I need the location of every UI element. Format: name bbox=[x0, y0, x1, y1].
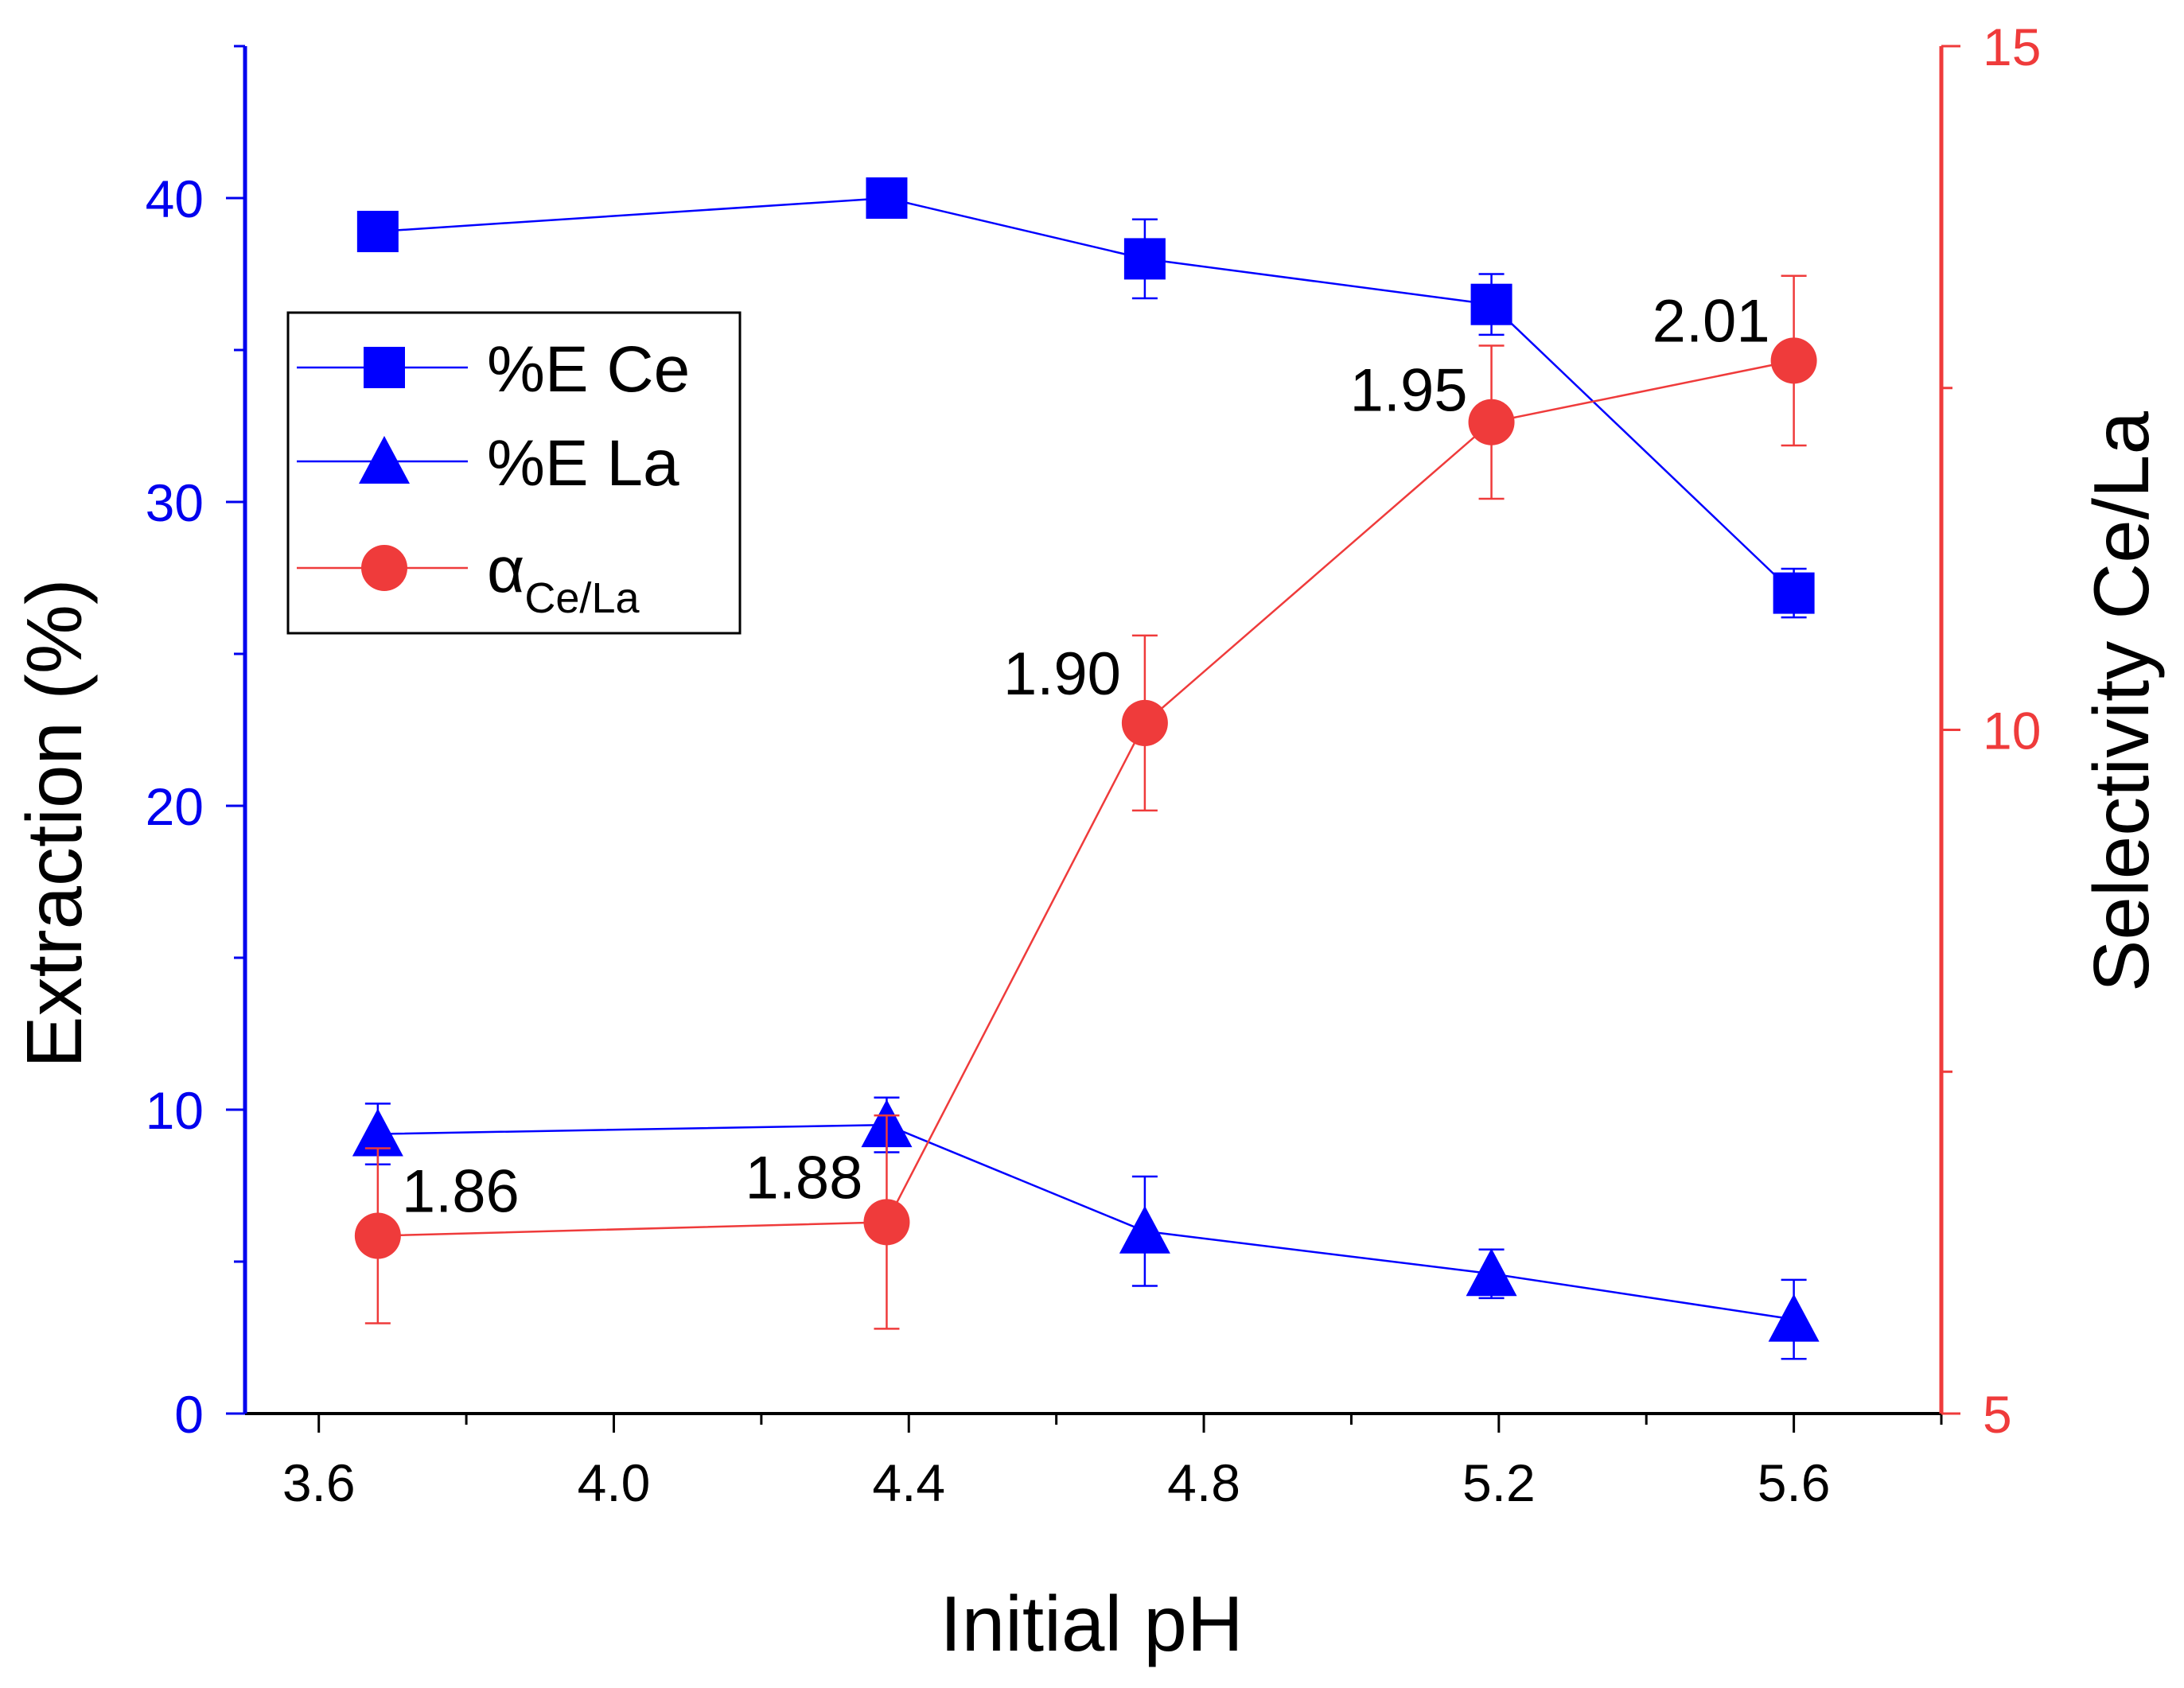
y-right-axis-title: Selectivity Ce/La bbox=[2077, 411, 2165, 992]
data-label: 1.95 bbox=[1350, 357, 1468, 425]
x-tick-label: 5.6 bbox=[1758, 1453, 1831, 1512]
legend-square-marker bbox=[364, 347, 405, 388]
y-left-axis-title: Extraction (%) bbox=[10, 578, 98, 1068]
legend: %E Ce %E La αCe/La bbox=[286, 311, 742, 635]
y-left-tick-label: 0 bbox=[174, 1385, 204, 1444]
y-right-tick-label: 10 bbox=[1983, 702, 2041, 760]
plot-series bbox=[352, 177, 1820, 1360]
x-axis-title: Initial pH bbox=[940, 1580, 1243, 1667]
data-label: 1.88 bbox=[746, 1144, 863, 1212]
data-label: 2.01 bbox=[1653, 287, 1770, 355]
data-point-triangle bbox=[1768, 1293, 1820, 1342]
legend-alpha-symbol: α bbox=[487, 534, 524, 606]
data-point-square bbox=[356, 211, 399, 253]
y-left-tick-label: 40 bbox=[146, 169, 204, 228]
data-point-square bbox=[1773, 572, 1815, 614]
data-label: 1.90 bbox=[1003, 640, 1121, 708]
y-right-tick-label: 15 bbox=[1983, 18, 2041, 76]
x-tick-label: 3.6 bbox=[282, 1453, 356, 1512]
data-point-square bbox=[866, 177, 908, 219]
data-point-circle bbox=[1121, 699, 1168, 746]
legend-label-ce: %E Ce bbox=[487, 333, 690, 406]
data-point-triangle bbox=[1119, 1205, 1170, 1254]
data-point-circle bbox=[1468, 399, 1515, 445]
data-label: 1.86 bbox=[402, 1158, 520, 1226]
x-tick-label: 5.2 bbox=[1462, 1453, 1536, 1512]
data-point-square bbox=[1123, 238, 1166, 280]
x-tick-label: 4.4 bbox=[872, 1453, 945, 1512]
legend-alpha-subscript: Ce/La bbox=[524, 574, 640, 622]
x-tick-label: 4.0 bbox=[578, 1453, 651, 1512]
data-point-square bbox=[1470, 283, 1512, 325]
legend-box bbox=[286, 311, 742, 635]
data-point-circle bbox=[863, 1199, 910, 1246]
legend-circle-marker bbox=[361, 545, 407, 591]
y-right-tick-label: 5 bbox=[1983, 1385, 2012, 1444]
y-left-tick-label: 20 bbox=[146, 777, 204, 836]
data-point-circle bbox=[1770, 337, 1817, 384]
legend-triangle-marker bbox=[359, 436, 410, 484]
y-left-tick-label: 10 bbox=[146, 1081, 204, 1140]
annotations: 1.86 1.88 1.90 1.95 2.01 bbox=[402, 287, 1770, 1225]
legend-label-la: %E La bbox=[487, 427, 679, 500]
data-point-circle bbox=[354, 1212, 401, 1259]
series-line-triangle bbox=[377, 1123, 1794, 1320]
data-point-triangle bbox=[1466, 1248, 1517, 1297]
x-tick-label: 4.8 bbox=[1167, 1453, 1240, 1512]
legend-label-alpha: αCe/La bbox=[487, 534, 640, 622]
data-point-triangle bbox=[352, 1108, 403, 1157]
axis-ticks: 3.6 4.0 4.4 4.8 5.2 5.6 0 10 20 30 40 5 10 15 bbox=[146, 18, 2042, 1512]
y-left-tick-label: 30 bbox=[146, 473, 204, 532]
